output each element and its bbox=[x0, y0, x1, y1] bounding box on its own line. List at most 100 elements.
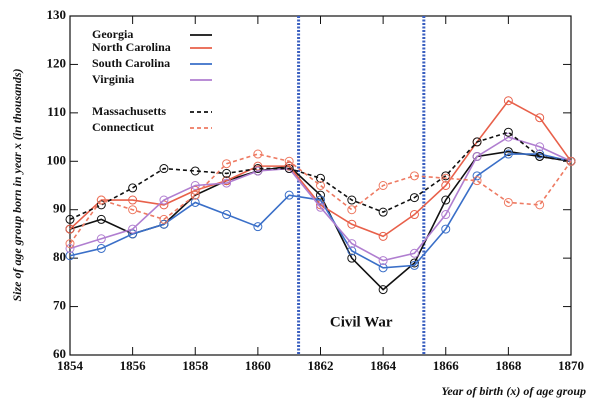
point bbox=[65, 251, 75, 261]
point bbox=[65, 243, 75, 253]
point bbox=[441, 171, 451, 181]
point bbox=[441, 210, 451, 220]
point bbox=[128, 183, 138, 193]
point bbox=[378, 263, 388, 273]
point bbox=[96, 195, 106, 205]
annotation: Civil War bbox=[330, 314, 393, 330]
point bbox=[409, 171, 419, 181]
y-tick-label: 80 bbox=[53, 249, 66, 264]
x-tick-label: 1866 bbox=[433, 358, 460, 373]
legend-label: North Carolina bbox=[92, 40, 171, 54]
y-tick-label: 70 bbox=[53, 298, 66, 313]
point bbox=[535, 151, 545, 161]
legend-label: South Carolina bbox=[92, 56, 170, 70]
point bbox=[441, 195, 451, 205]
series-line bbox=[69, 99, 572, 238]
point bbox=[316, 173, 325, 183]
point bbox=[159, 164, 169, 174]
x-tick-label: 1864 bbox=[370, 358, 397, 373]
x-tick-label: 1860 bbox=[245, 358, 271, 373]
point bbox=[441, 224, 451, 234]
point bbox=[316, 202, 325, 212]
point bbox=[472, 151, 482, 161]
y-tick-label: 90 bbox=[53, 201, 66, 216]
point bbox=[378, 285, 388, 295]
legend-label: Georgia bbox=[92, 27, 133, 41]
x-axis-label: Year of birth (x) of age group bbox=[441, 384, 586, 398]
legend-label: Virginia bbox=[92, 72, 134, 86]
point bbox=[347, 253, 357, 263]
y-tick-label: 60 bbox=[53, 346, 66, 361]
x-tick-label: 1868 bbox=[495, 358, 522, 373]
x-tick-label: 1862 bbox=[308, 358, 334, 373]
point bbox=[222, 159, 232, 169]
point bbox=[378, 256, 388, 266]
series-line bbox=[69, 153, 572, 245]
x-tick-label: 1858 bbox=[182, 358, 209, 373]
point bbox=[253, 166, 263, 176]
point bbox=[96, 243, 106, 253]
point bbox=[535, 142, 545, 152]
point bbox=[190, 197, 200, 207]
point bbox=[96, 200, 106, 210]
point bbox=[159, 214, 169, 224]
point bbox=[409, 210, 419, 220]
point bbox=[190, 166, 200, 176]
point bbox=[222, 178, 232, 188]
point bbox=[503, 147, 513, 157]
point bbox=[472, 171, 482, 181]
y-tick-label: 120 bbox=[47, 55, 67, 70]
point bbox=[190, 181, 200, 190]
point bbox=[253, 222, 263, 232]
series-line bbox=[69, 136, 572, 262]
point bbox=[347, 239, 357, 249]
point bbox=[535, 200, 545, 210]
point bbox=[222, 168, 232, 178]
point bbox=[159, 195, 169, 205]
point bbox=[378, 181, 388, 190]
point bbox=[222, 210, 232, 220]
point bbox=[284, 164, 294, 174]
point bbox=[65, 214, 75, 224]
point bbox=[347, 195, 357, 205]
point bbox=[378, 207, 388, 217]
legend-label: Massachusetts bbox=[92, 104, 166, 118]
point bbox=[253, 164, 263, 174]
point bbox=[316, 181, 325, 190]
series-line bbox=[69, 131, 572, 221]
legend-label: Connecticut bbox=[92, 120, 154, 134]
point bbox=[96, 234, 106, 244]
y-tick-label: 130 bbox=[47, 7, 67, 22]
point bbox=[96, 214, 106, 224]
point bbox=[472, 137, 482, 147]
y-tick-label: 110 bbox=[47, 104, 66, 119]
x-tick-label: 1856 bbox=[120, 358, 147, 373]
point bbox=[503, 149, 513, 159]
point bbox=[409, 193, 419, 203]
point bbox=[503, 132, 513, 142]
point bbox=[347, 205, 357, 215]
point bbox=[128, 195, 138, 205]
point bbox=[222, 176, 232, 186]
y-tick-label: 100 bbox=[47, 152, 67, 167]
point bbox=[128, 224, 138, 234]
point bbox=[347, 246, 357, 256]
series-line bbox=[69, 153, 572, 269]
y-axis-label: Size of age group born in year x (in tho… bbox=[10, 68, 24, 301]
point bbox=[441, 173, 451, 183]
point bbox=[65, 239, 75, 249]
point bbox=[253, 149, 263, 159]
point bbox=[190, 190, 200, 200]
point bbox=[378, 231, 388, 241]
point bbox=[128, 205, 138, 215]
point bbox=[128, 229, 138, 239]
x-tick-label: 1870 bbox=[558, 358, 584, 373]
point bbox=[65, 224, 75, 234]
point bbox=[316, 195, 325, 205]
point bbox=[409, 260, 419, 270]
point bbox=[472, 176, 482, 186]
point bbox=[566, 156, 576, 166]
point bbox=[503, 127, 513, 137]
point bbox=[284, 190, 294, 200]
